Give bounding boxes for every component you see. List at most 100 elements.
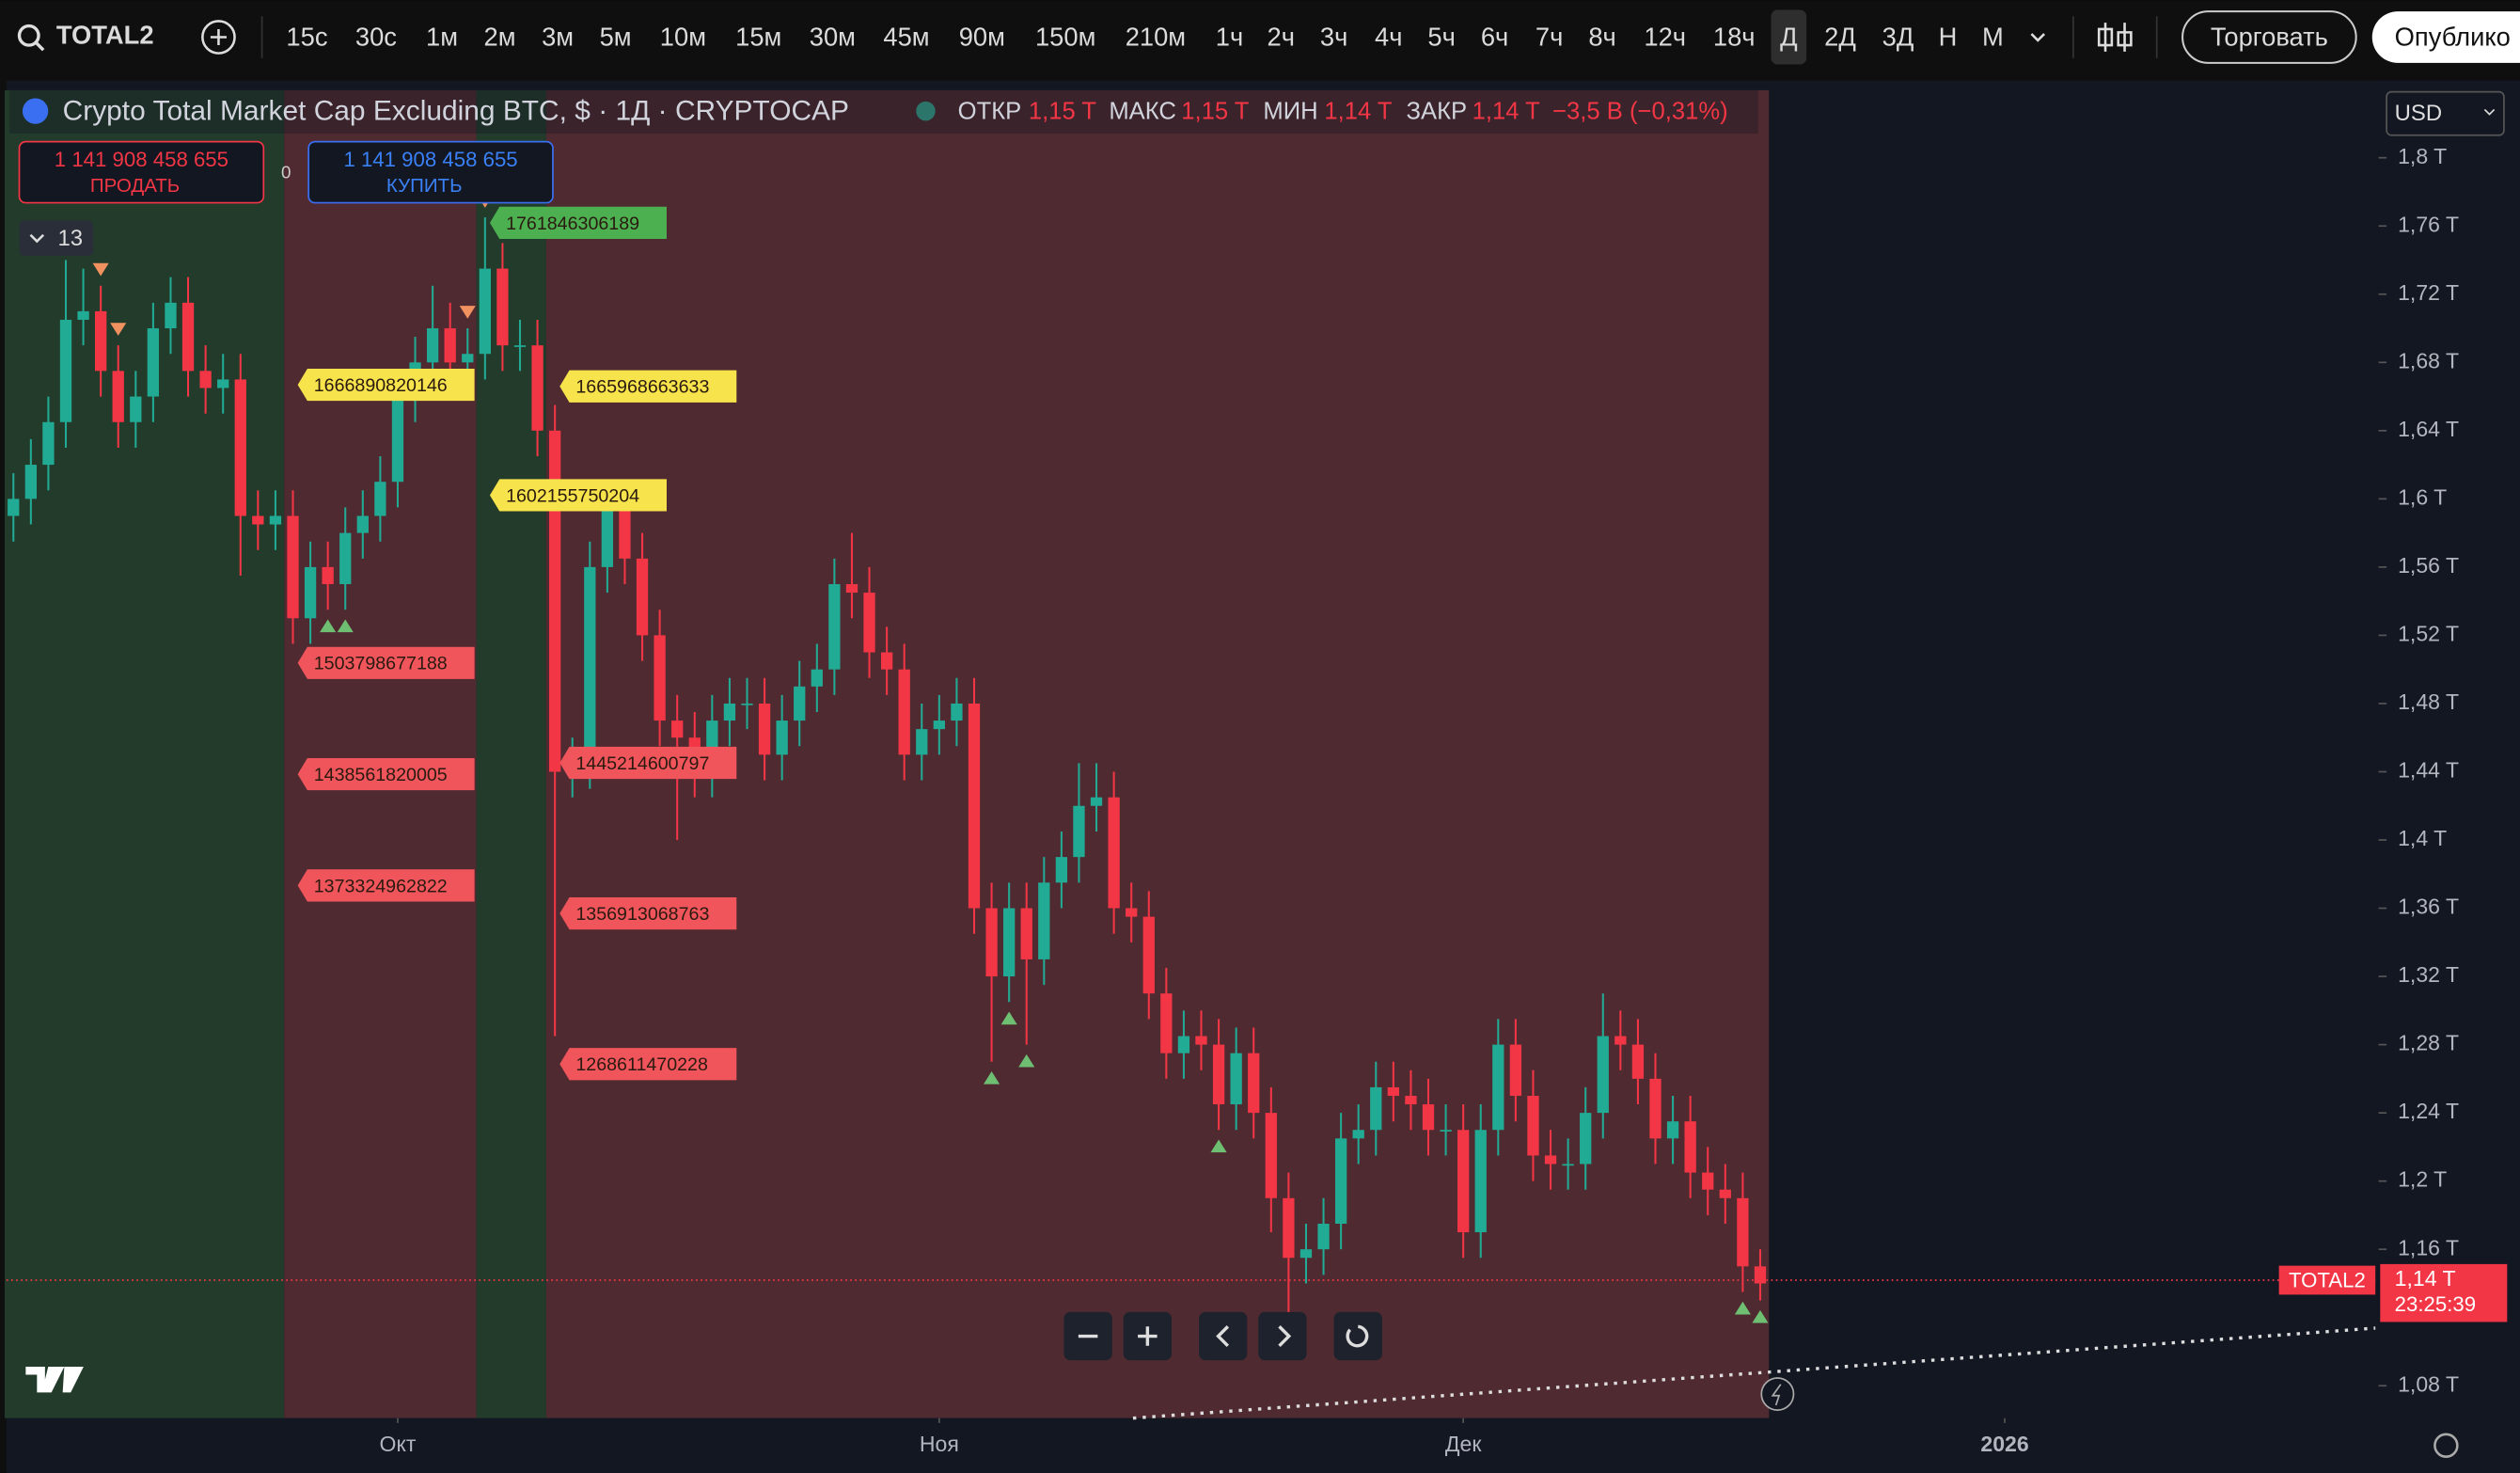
y-tick-label: 1,24 T xyxy=(2398,1099,2459,1123)
candle-body xyxy=(828,584,841,670)
sell-button[interactable] xyxy=(18,140,265,204)
legend-title: Crypto Total Market Cap Excluding BTC, $… xyxy=(63,96,849,127)
sell-label[interactable]: ПРОДАТЬ xyxy=(90,175,180,197)
timeframe[interactable]: 12ч xyxy=(1644,22,1686,51)
icon xyxy=(1216,1325,1230,1347)
candle-body xyxy=(1702,1172,1714,1190)
candle-body xyxy=(374,482,386,516)
currency-select[interactable] xyxy=(2386,90,2505,136)
trade-button[interactable] xyxy=(2181,10,2357,64)
timeframe[interactable]: 18ч xyxy=(1713,22,1756,51)
timeframe[interactable]: 3Д xyxy=(1882,22,1914,51)
timeframe[interactable]: 30м xyxy=(810,22,856,51)
symbol[interactable]: TOTAL2 xyxy=(56,21,154,50)
scroll-left[interactable] xyxy=(1199,1311,1248,1361)
candle-body xyxy=(42,421,55,466)
candle-body xyxy=(322,566,334,585)
timeframe[interactable]: 3ч xyxy=(1320,22,1347,51)
price-label-text: 1373324962822 xyxy=(314,876,448,896)
timeframe[interactable]: 6ч xyxy=(1481,22,1508,51)
candle-body xyxy=(1597,1036,1609,1114)
candle-body xyxy=(339,532,352,585)
buy-price[interactable]: 1 141 908 458 655 xyxy=(343,148,517,171)
y-tick-label: 1,6 T xyxy=(2398,484,2447,509)
timeframe[interactable]: 2ч xyxy=(1268,22,1295,51)
timeframe[interactable]: 45м xyxy=(883,22,929,51)
timeframe[interactable]: Д xyxy=(1780,22,1798,51)
timeframe[interactable]: 7ч xyxy=(1536,22,1563,51)
timeframe[interactable]: 2Д xyxy=(1824,22,1856,51)
candle-body xyxy=(1055,857,1068,883)
candle-body xyxy=(130,396,142,422)
publish-button-label[interactable]: Опублико xyxy=(2395,22,2511,51)
timeframe[interactable]: М xyxy=(1982,22,2004,51)
candle-body xyxy=(1073,805,1085,858)
search-icon[interactable] xyxy=(17,24,40,47)
candle-body xyxy=(391,396,404,483)
candle-body xyxy=(1038,882,1050,959)
candle-body xyxy=(1684,1121,1696,1173)
candle-body xyxy=(24,465,37,499)
trade-button-label[interactable]: Торговать xyxy=(2211,22,2328,51)
timeframe[interactable]: 210м xyxy=(1126,22,1186,51)
legend-fields: ОТКР 1,15 T МАКС 1,15 T МИН 1,14 T ЗАКР 1,14 T xyxy=(958,99,1540,125)
chart-style-button[interactable] xyxy=(2097,23,2133,52)
candle-body xyxy=(1544,1155,1557,1164)
timeframe[interactable]: 2м xyxy=(484,22,516,51)
candle-body xyxy=(1177,1036,1190,1053)
settings-icon[interactable] xyxy=(2433,1433,2459,1458)
price-label-text: 1268611470228 xyxy=(575,1054,708,1075)
timeframe[interactable]: 1м xyxy=(426,22,458,51)
buy-label[interactable]: КУПИТЬ xyxy=(386,175,463,197)
timeframe[interactable]: 90м xyxy=(959,22,1005,51)
timeframe[interactable]: 5ч xyxy=(1427,22,1455,51)
y-tick-label: 1,32 T xyxy=(2398,962,2459,987)
y-tick-label: 1,64 T xyxy=(2398,417,2459,441)
candle-body xyxy=(1440,1130,1452,1132)
timeframe[interactable]: 5м xyxy=(600,22,632,51)
candle-body xyxy=(723,703,736,721)
timeframe[interactable]: 150м xyxy=(1035,22,1095,51)
candle-body xyxy=(584,566,596,764)
timeframe[interactable]: 15м xyxy=(735,22,781,51)
candle-body xyxy=(1352,1130,1364,1139)
reset[interactable] xyxy=(1333,1311,1382,1361)
candle-body xyxy=(845,584,858,594)
candle-body xyxy=(426,328,439,363)
x-tick-label: Окт xyxy=(380,1432,417,1456)
timeframe[interactable]: 8ч xyxy=(1588,22,1615,51)
legend-field-name: МИН xyxy=(1263,99,1317,125)
sell-price[interactable]: 1 141 908 458 655 xyxy=(55,148,228,171)
indicators-toggle[interactable] xyxy=(19,220,94,256)
icon xyxy=(1138,1326,1158,1346)
buy-signal xyxy=(1734,1301,1751,1315)
y-tick-label: 1,8 T xyxy=(2398,144,2447,168)
timeframe[interactable]: 15с xyxy=(286,22,327,51)
timeframe[interactable]: 3м xyxy=(542,22,574,51)
timeframe[interactable]: 10м xyxy=(660,22,706,51)
timeframe[interactable]: 1ч xyxy=(1216,22,1243,51)
price-label xyxy=(559,1048,737,1081)
price-label-text: 1665968663633 xyxy=(575,377,709,398)
candle-body xyxy=(1719,1189,1731,1198)
timeframe[interactable]: 30с xyxy=(355,22,397,51)
currency[interactable]: USD xyxy=(2395,101,2442,126)
candle-body xyxy=(933,721,946,730)
buy-button[interactable] xyxy=(307,140,554,204)
timeframe-more[interactable] xyxy=(2030,33,2045,42)
y-tick-label: 1,08 T xyxy=(2398,1371,2459,1396)
scroll-right[interactable] xyxy=(1258,1311,1307,1361)
candle-body xyxy=(1405,1095,1417,1105)
candle-body xyxy=(181,302,195,372)
y-tick-label: 1,52 T xyxy=(2398,622,2459,646)
y-tick-label: 1,16 T xyxy=(2398,1235,2459,1259)
candle-body xyxy=(1649,1078,1662,1139)
timeframe[interactable]: Н xyxy=(1939,22,1958,51)
compare-button[interactable] xyxy=(201,20,236,55)
alert-icon[interactable] xyxy=(1760,1377,1795,1412)
indicators-count[interactable]: 13 xyxy=(58,226,84,251)
timeframe[interactable]: 4ч xyxy=(1375,22,1402,51)
publish-button[interactable] xyxy=(2371,11,2520,63)
candle-body xyxy=(636,558,649,636)
